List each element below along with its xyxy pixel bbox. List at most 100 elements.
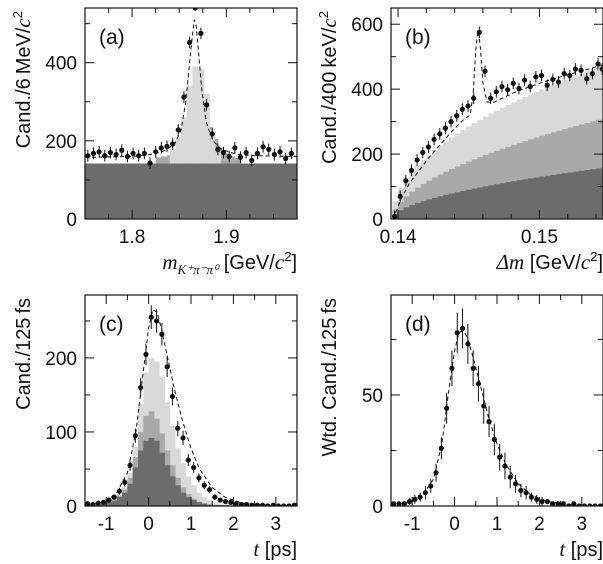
data-point (425, 144, 432, 150)
data-point (528, 494, 535, 500)
dark-fill-bin (545, 175, 552, 219)
data-point (275, 503, 282, 506)
data-point (283, 155, 289, 162)
dark-fill-bin (482, 186, 489, 219)
panel-label: (b) (405, 26, 431, 49)
data-point (431, 136, 437, 143)
light-fill-bin (201, 497, 208, 506)
data-point (228, 499, 234, 505)
data-point (212, 494, 218, 500)
data-point (454, 330, 460, 336)
data-point (417, 494, 423, 500)
data-point (153, 149, 159, 155)
dark-fill-bin (106, 502, 112, 506)
data-point (597, 503, 603, 506)
data-point (259, 502, 266, 506)
data-point (396, 501, 402, 506)
dark-fill-bin (153, 440, 160, 506)
data-point (512, 481, 519, 487)
data-point (206, 487, 213, 493)
data-point (185, 457, 191, 463)
data-point (481, 403, 487, 409)
dark-fill-bin (437, 196, 444, 219)
data-point (599, 66, 603, 72)
data-point (124, 153, 130, 160)
data-point (444, 405, 450, 411)
data-point (592, 503, 598, 506)
dark-fill-bin (180, 492, 187, 506)
data-point (249, 502, 255, 506)
data-point (499, 83, 505, 90)
signal-light-fill-bin (169, 149, 176, 164)
dark-fill-bin (460, 190, 467, 219)
data-point (122, 479, 128, 485)
x-axis-title: t [ps] (559, 537, 603, 561)
dark-fill-bin (601, 167, 603, 219)
dark-fill-bin (556, 174, 563, 219)
data-point (116, 488, 123, 494)
dark-fill-bin (132, 467, 139, 506)
y-tick-label: 0 (372, 497, 383, 518)
data-point (215, 146, 221, 153)
data-point (391, 213, 398, 219)
x-tick-label: -1 (98, 514, 115, 535)
dark-fill-bin (595, 168, 602, 219)
x-tick-label: 2 (534, 514, 545, 535)
dark-fill-bin (143, 440, 149, 506)
data-point (581, 503, 588, 506)
x-tick-label: -1 (404, 514, 421, 535)
data-point (238, 501, 244, 506)
data-point (561, 70, 567, 77)
dark-fill-bin (420, 201, 427, 219)
light-fill-bin (228, 504, 234, 506)
data-point (170, 141, 176, 147)
signal-light-fill-bin (186, 86, 193, 164)
data-point (476, 29, 482, 35)
data-point (96, 149, 102, 155)
data-point (175, 425, 181, 431)
data-point (428, 483, 434, 489)
fit-curve (85, 309, 297, 506)
x-tick-label: 0.14 (380, 227, 417, 248)
data-point (158, 145, 164, 151)
dark-fill-bin (590, 169, 597, 219)
data-point (589, 70, 596, 77)
plot-area (85, 8, 297, 219)
panel-label: (a) (99, 26, 125, 49)
dark-fill-bin (431, 197, 439, 219)
data-point (465, 341, 471, 347)
data-point (497, 454, 503, 460)
dark-fill-bin (415, 203, 422, 219)
mid-fill-bin (234, 158, 241, 164)
data-point (203, 102, 210, 108)
data-point (401, 501, 407, 506)
data-point (237, 154, 244, 160)
data-point (113, 151, 119, 158)
signal-light-fill-bin (181, 117, 188, 164)
dark-fill-bin (522, 179, 529, 219)
dark-fill-bin (511, 181, 518, 219)
panel-a: 1.8 1.9 0 200 400 (a) mK⁺π⁻π⁰ [GeV/c2] Cand./6 … (10, 7, 298, 277)
data-point (196, 475, 202, 481)
background-dark-fill (85, 163, 297, 219)
dark-fill-bin (185, 497, 192, 506)
data-point (220, 149, 227, 156)
x-tick-label: 1.9 (213, 227, 239, 248)
data-point (232, 145, 238, 151)
y-tick-label: 200 (45, 349, 77, 370)
light-fill-bin (180, 463, 187, 506)
plot-area (85, 305, 297, 506)
y-tick-label: 50 (362, 386, 383, 407)
data-point (90, 501, 96, 506)
data-point (281, 503, 287, 506)
data-point (141, 150, 147, 156)
dark-fill-bin (488, 185, 495, 219)
data-point (119, 147, 125, 153)
light-fill-bin (175, 448, 181, 506)
x-tick-label: 2 (228, 514, 239, 535)
dark-fill-bin (127, 483, 134, 506)
data-point (164, 364, 170, 370)
data-point (449, 365, 455, 371)
y-tick-label: 0 (372, 210, 383, 231)
